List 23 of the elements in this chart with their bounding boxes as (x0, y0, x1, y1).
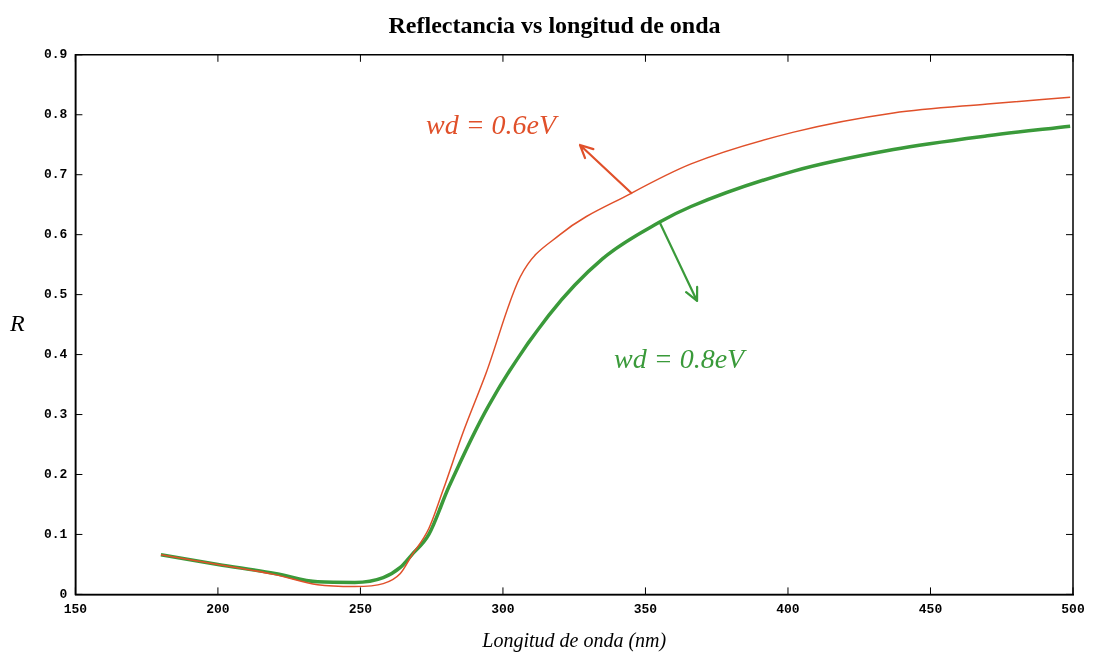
text: wd = 0.6eV (425, 109, 559, 141)
y-tick-label: 0.1 (44, 526, 68, 542)
y-axis-title: R (9, 309, 25, 336)
text: wd = 0.8eV (614, 342, 748, 374)
y-tick-label: 0.7 (44, 166, 68, 182)
x-tick-label: 300 (491, 602, 515, 618)
x-tick-label: 500 (1061, 602, 1085, 618)
y-tick-label: 0.8 (44, 107, 68, 123)
x-tick-label: 350 (633, 602, 658, 618)
chart-title: Reflectancia vs longitud de onda (388, 11, 721, 38)
y-tick-label: 0.6 (44, 226, 68, 242)
x-tick-label: 450 (918, 602, 943, 618)
y-tick-label: 0.3 (44, 406, 68, 422)
y-tick-label: 0 (59, 586, 68, 602)
x-tick-label: 400 (776, 602, 800, 618)
y-tick-label: 0.4 (44, 346, 68, 362)
x-axis-title: Longitud de onda (nm) (481, 629, 667, 653)
y-tick-label: 0.2 (44, 466, 68, 482)
x-tick-label: 250 (348, 602, 373, 618)
y-tick-label: 0.9 (44, 47, 68, 63)
y-tick-label: 0.5 (44, 286, 68, 302)
x-tick-label: 150 (63, 602, 88, 618)
x-tick-label: 200 (206, 602, 230, 618)
